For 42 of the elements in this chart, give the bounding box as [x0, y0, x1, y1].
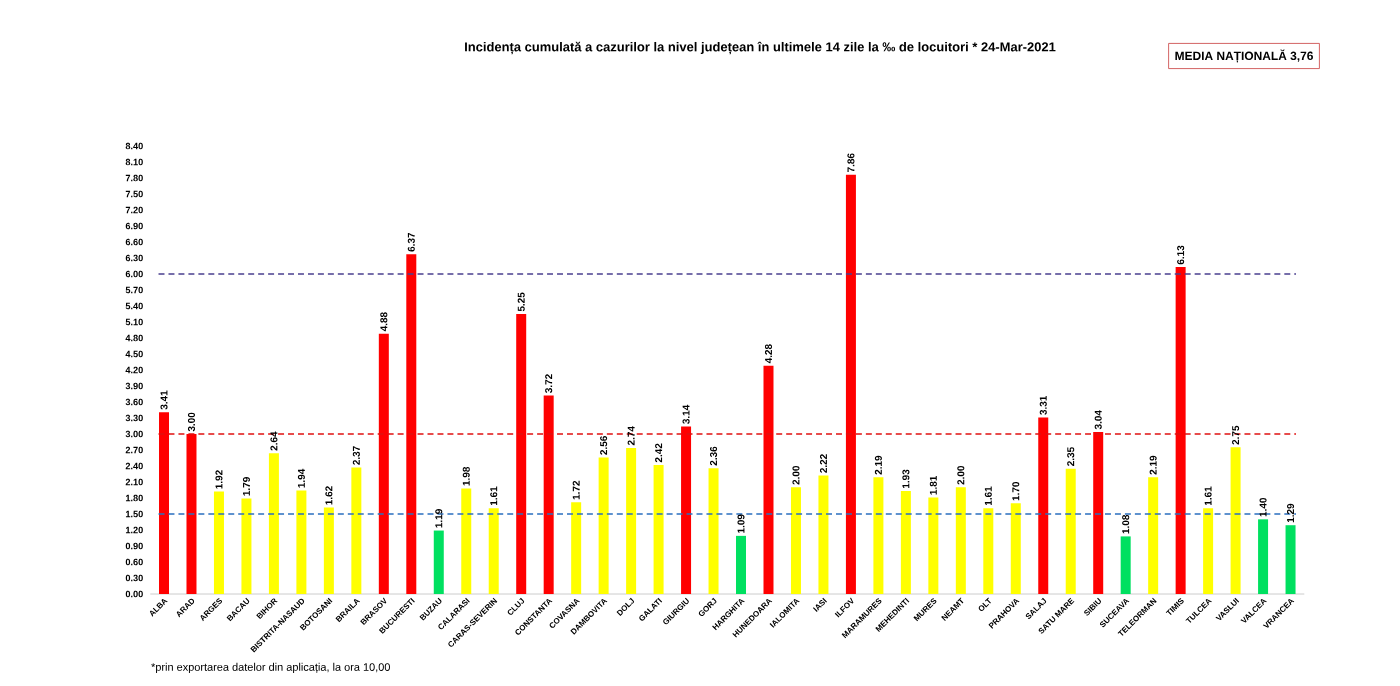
- bar: [571, 502, 582, 594]
- bar: [1148, 477, 1159, 594]
- bar: [186, 434, 197, 594]
- bar: [241, 498, 252, 594]
- bar: [378, 333, 389, 594]
- bar: [1010, 503, 1021, 594]
- bar: [213, 491, 224, 594]
- bar: [461, 488, 472, 594]
- bar: [1203, 508, 1214, 594]
- bar: [598, 457, 609, 594]
- bar: [296, 490, 307, 594]
- bar: [873, 477, 884, 594]
- bar: [323, 507, 334, 594]
- bar: [433, 530, 444, 594]
- bar: [845, 174, 856, 594]
- bar: [653, 464, 664, 594]
- bar: [955, 487, 966, 594]
- bar: [763, 365, 774, 594]
- bar: [1230, 447, 1241, 594]
- bar: [708, 468, 719, 594]
- bar: [928, 497, 939, 594]
- bar: [1258, 519, 1269, 594]
- bar: [1175, 267, 1186, 594]
- bar: [351, 467, 362, 594]
- bar: [818, 475, 829, 594]
- bar: [1120, 536, 1131, 594]
- bar: [983, 508, 994, 594]
- bar: [268, 453, 279, 594]
- bar: [406, 254, 417, 594]
- bar: [681, 426, 692, 594]
- bar: [1065, 468, 1076, 594]
- bar: [736, 535, 747, 594]
- bar: [1093, 431, 1104, 594]
- bar: [543, 395, 554, 594]
- bar: [516, 314, 527, 594]
- bar: [790, 487, 801, 594]
- bar: [1285, 525, 1296, 594]
- bar: [626, 447, 637, 594]
- bar: [900, 491, 911, 594]
- bar: [1038, 417, 1049, 594]
- bar: [159, 412, 170, 594]
- bar: [488, 508, 499, 594]
